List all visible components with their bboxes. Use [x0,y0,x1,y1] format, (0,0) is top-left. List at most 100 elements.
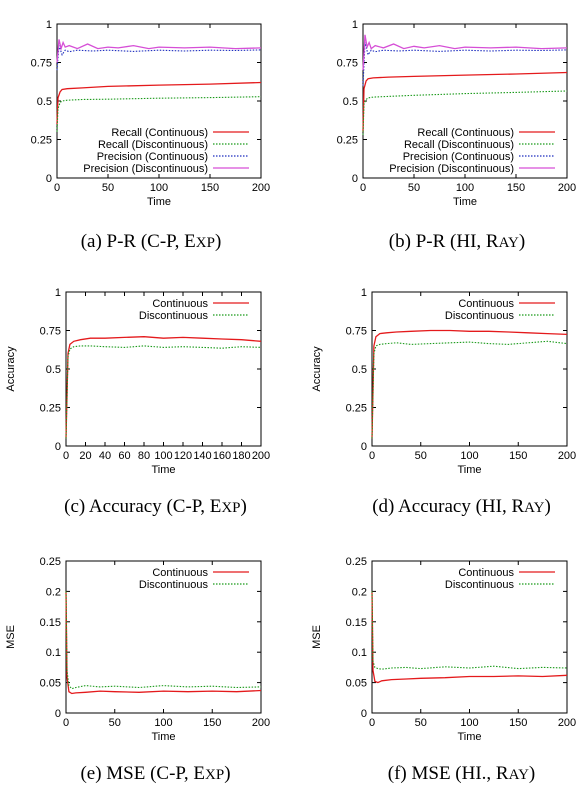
y-tick-label: 0 [361,708,367,720]
x-tick-label: 140 [193,450,211,462]
x-tick-label: 40 [99,450,111,462]
x-tick-label: 80 [138,450,150,462]
legend-label: Discontinuous [445,310,515,322]
y-tick-label: 0.25 [337,135,358,147]
series-line-1 [56,81,262,125]
y-tick-label: 0 [46,173,52,185]
x-axis-label: Time [151,464,175,476]
y-tick-label: 0.25 [346,403,367,415]
subfigure-caption: (d) Accuracy (HI, RAY) [372,496,551,517]
x-tick-label: 100 [460,717,478,729]
y-tick-label: 0.5 [37,96,52,108]
subfigure-caption: (e) MSE (C-P, EXP) [80,763,230,784]
legend-label: Discontinuous [445,579,515,591]
legend-label: Recall (Discontinuous) [98,139,208,151]
y-tick-label: 0.75 [31,58,52,70]
series-line-1 [371,591,568,684]
x-axis-label: Time [147,196,171,208]
x-tick-label: 50 [109,717,121,729]
x-tick-label: 200 [252,182,270,194]
x-tick-label: 0 [369,450,375,462]
chart-c: 0 0.25 0.5 0.75 1 0 20 40 60 80 100 120 140 160 180 200… [5,287,270,517]
x-tick-label: 150 [509,450,527,462]
legend-label: Precision (Continuous) [97,151,208,163]
x-tick-label: 180 [232,450,250,462]
y-tick-label: 1 [55,287,61,299]
subfigure-caption: (a) P-R (C-P, EXP) [81,231,222,252]
x-tick-label: 160 [213,450,231,462]
y-tick-label: 0 [55,441,61,453]
series-line-3 [56,45,262,71]
legend-label: Recall (Continuous) [417,127,514,139]
subfigure-caption: (b) P-R (HI, RAY) [389,231,525,252]
x-tick-label: 200 [252,450,270,462]
legend-label: Continuous [458,298,514,310]
x-tick-label: 0 [54,182,60,194]
y-tick-label: 1 [361,287,367,299]
y-tick-label: 0.75 [40,326,61,338]
y-tick-label: 0.5 [352,364,367,376]
y-tick-label: 0.15 [40,617,61,629]
x-tick-label: 0 [369,717,375,729]
series-line-2 [65,345,262,439]
x-tick-label: 50 [415,450,427,462]
x-tick-label: 100 [150,182,168,194]
x-tick-label: 100 [460,450,478,462]
x-axis-label: Time [151,731,175,743]
subfigure-caption: (c) Accuracy (C-P, EXP) [64,496,247,517]
y-tick-label: 0.1 [352,647,367,659]
x-tick-label: 0 [63,717,69,729]
y-tick-label: 0.25 [31,135,52,147]
x-axis-label: Time [457,464,481,476]
x-axis-label: Time [457,731,481,743]
x-tick-label: 200 [558,717,576,729]
series-line-2 [371,591,568,670]
x-tick-label: 200 [558,450,576,462]
x-tick-label: 100 [456,182,474,194]
chart-e: 0 0.05 0.1 0.15 0.2 0.25 0 50 100 150 200 Time MSE Co… [5,556,270,784]
x-tick-label: 150 [203,717,221,729]
y-tick-label: 0.05 [346,678,367,690]
x-tick-label: 200 [558,182,576,194]
y-tick-label: 0.75 [346,326,367,338]
x-tick-label: 60 [118,450,130,462]
series-line-3 [362,42,568,86]
legend-label: Precision (Discontinuous) [83,163,208,175]
x-tick-label: 50 [408,182,420,194]
legend-label: Precision (Discontinuous) [389,163,514,175]
series-line-1 [65,591,262,695]
series-line-4 [362,34,568,71]
y-axis-label: MSE [311,625,323,649]
legend-label: Recall (Discontinuous) [404,139,514,151]
y-tick-label: 0.2 [352,586,367,598]
chart-f: 0 0.05 0.1 0.15 0.2 0.25 0 50 100 150 200 Time MSE Co… [311,556,576,784]
x-tick-label: 150 [201,182,219,194]
legend-label: Discontinuous [139,310,209,322]
legend-label: Continuous [152,298,208,310]
x-tick-label: 100 [154,717,172,729]
x-tick-label: 150 [507,182,525,194]
legend-label: Continuous [152,567,208,579]
x-tick-label: 100 [154,450,172,462]
legend-label: Continuous [458,567,514,579]
legend-label: Recall (Continuous) [111,127,208,139]
legend-label: Precision (Continuous) [403,151,514,163]
series-line-1 [362,71,568,132]
y-tick-label: 0.25 [346,556,367,568]
x-axis-label: Time [453,196,477,208]
y-tick-label: 0.15 [346,617,367,629]
y-tick-label: 1 [46,19,52,31]
x-tick-label: 200 [252,717,270,729]
chart-d: 0 0.25 0.5 0.75 1 0 50 100 150 200 Time Accuracy Con… [311,287,576,517]
x-tick-label: 150 [509,717,527,729]
series-line-4 [56,39,262,63]
y-tick-label: 0.5 [46,364,61,376]
subfigure-caption: (f) MSE (HI., RAY) [388,763,535,784]
x-tick-label: 50 [102,182,114,194]
y-tick-label: 0.2 [46,586,61,598]
y-tick-label: 0.25 [40,403,61,415]
x-tick-label: 50 [415,717,427,729]
y-tick-label: 0 [55,708,61,720]
y-tick-label: 1 [352,19,358,31]
